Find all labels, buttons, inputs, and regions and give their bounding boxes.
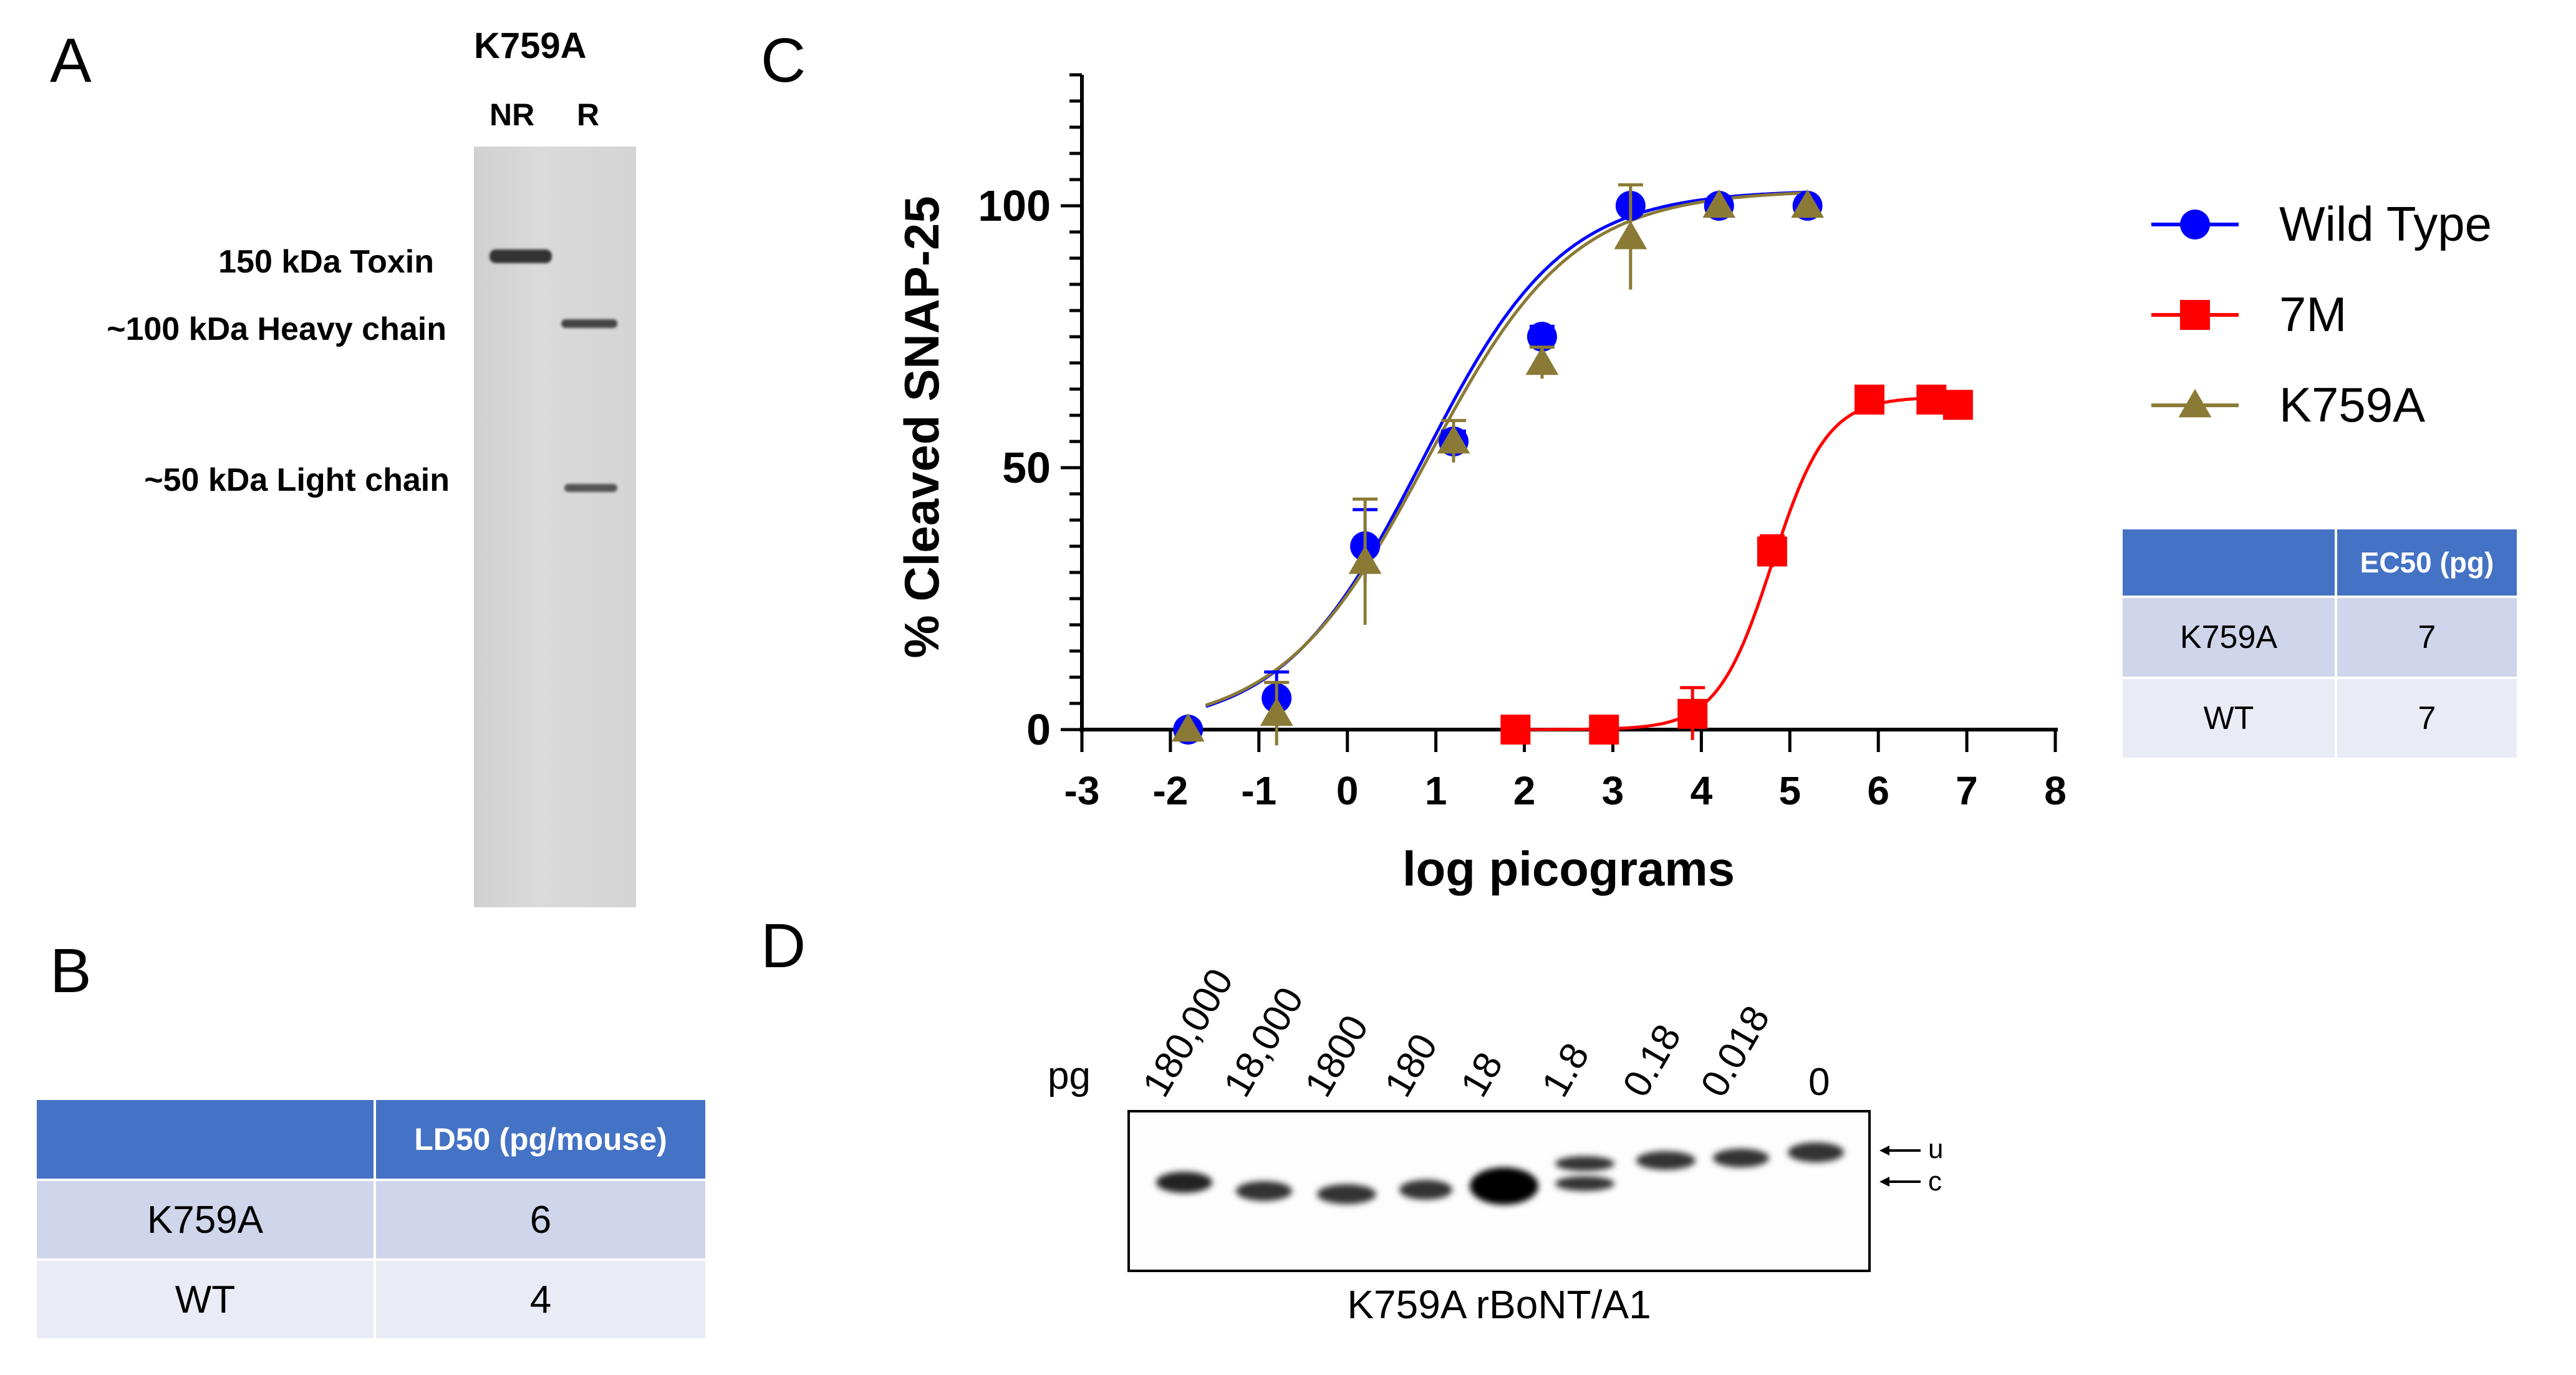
x-tick-label: 4 — [1691, 768, 1713, 813]
x-tick-label: 0 — [1336, 768, 1359, 813]
blot-band — [1555, 1176, 1614, 1191]
ec50-table: EC50 (pg) K759A 7 WT 7 — [2120, 527, 2519, 760]
x-tick-label: -2 — [1152, 768, 1188, 813]
x-tick-label: 5 — [1778, 768, 1801, 813]
arrow-u-head-icon — [1879, 1146, 1889, 1155]
band-label-heavy-chain: ~100 kDa Heavy chain — [107, 311, 446, 347]
arrow-c-head-icon — [1879, 1177, 1889, 1187]
band-label-toxin: 150 kDa Toxin — [218, 244, 434, 280]
gel-lane-nr-label: NR — [490, 97, 535, 132]
blot-image — [1127, 1110, 1871, 1272]
legend-marker-7m — [2180, 300, 2210, 330]
ld50-row-name: K759A — [34, 1179, 376, 1261]
panel-letter-d: D — [761, 911, 806, 981]
blot-band — [1156, 1172, 1212, 1193]
x-tick-label: -3 — [1064, 768, 1100, 813]
blot-band — [1317, 1184, 1376, 1204]
legend-label-k759a: K759A — [2279, 377, 2425, 432]
panel-letter-c: C — [761, 26, 806, 95]
ld50-row-value: 6 — [374, 1179, 708, 1261]
data-point-k759a — [1702, 189, 1736, 218]
gel-band-heavy-chain — [561, 319, 617, 328]
data-point-k759a — [1525, 346, 1559, 375]
legend-label-7m: 7M — [2279, 287, 2347, 342]
blot-dose-label: 0 — [1808, 1061, 1830, 1104]
blot-band — [1470, 1167, 1538, 1205]
x-axis-title: log picograms — [1402, 841, 1735, 896]
blot-dose-label: 0.18 — [1614, 1017, 1690, 1104]
y-tick-label: 50 — [1002, 443, 1051, 492]
blot-band — [1399, 1180, 1452, 1200]
blot-arrows — [1879, 1146, 1921, 1187]
data-point-7m — [1757, 536, 1787, 567]
blot-dose-label: 1800 — [1296, 1008, 1377, 1104]
ld50-header-blank — [34, 1098, 376, 1181]
data-point-k759a — [1260, 697, 1293, 726]
ec50-row-value: 7 — [2335, 596, 2519, 679]
gel-band-toxin — [490, 249, 552, 263]
ec50-row-name: WT — [2120, 677, 2337, 760]
blot-arrow-label-c: c — [1928, 1166, 1942, 1197]
data-point-k759a — [1791, 189, 1825, 218]
ec50-header-value: EC50 (pg) — [2335, 527, 2519, 598]
blot-dose-label: 0.018 — [1692, 998, 1778, 1104]
ld50-row-name: WT — [34, 1258, 376, 1341]
y-axis-title: % Cleaved SNAP-25 — [894, 196, 949, 658]
x-tick-label: 8 — [2044, 768, 2067, 813]
ec50-row-value: 7 — [2335, 677, 2519, 760]
data-point-7m — [1677, 698, 1708, 729]
legend-label-wild-type: Wild Type — [2279, 196, 2492, 251]
data-point-7m — [1916, 384, 1947, 415]
blot-band — [1555, 1156, 1614, 1171]
x-tick-label: 6 — [1867, 768, 1889, 813]
blot-band — [1788, 1142, 1844, 1162]
blot-caption: K759A rBoNT/A1 — [1347, 1282, 1651, 1327]
dose-response-chart: 0 50 100 -3 -2 -1 0 1 2 3 4 5 6 7 8 log picograms % Clea… — [894, 73, 2492, 896]
data-point-wild-type — [1527, 322, 1557, 352]
fit-curve-k759a — [1205, 191, 1808, 707]
x-tick-label: 3 — [1602, 768, 1624, 813]
data-point-7m — [1589, 715, 1619, 745]
ld50-table: LD50 (pg/mouse) K759A 6 WT 4 — [34, 1098, 708, 1341]
blot-dose-label: 1.8 — [1533, 1036, 1598, 1104]
ec50-header-blank — [2120, 527, 2337, 598]
blot-dose-label: 180 — [1376, 1026, 1446, 1104]
gel-image — [474, 147, 636, 907]
y-tick-label: 100 — [978, 181, 1051, 230]
gel-band-light-chain — [564, 484, 617, 492]
ld50-row-value: 4 — [374, 1258, 708, 1341]
data-point-k759a — [1614, 221, 1647, 249]
data-point-7m — [1500, 715, 1531, 745]
fit-curve-wild-type — [1205, 190, 1808, 708]
ld50-header-value: LD50 (pg/mouse) — [374, 1098, 708, 1181]
blot-arrow-label-u: u — [1928, 1134, 1944, 1164]
gel-lane-r-label: R — [577, 97, 600, 132]
legend-marker-k759a — [2178, 388, 2212, 418]
blot-band — [1713, 1149, 1769, 1167]
data-point-k759a — [1437, 425, 1470, 454]
x-tick-label: 1 — [1425, 768, 1447, 813]
panel-letter-a: A — [50, 26, 92, 95]
blot-dose-label: 18 — [1452, 1045, 1512, 1104]
x-tick-label: 7 — [1956, 768, 1978, 813]
blot-unit-label: pg — [1048, 1054, 1091, 1098]
blot-band — [1636, 1151, 1696, 1170]
legend-marker-wild-type — [2180, 210, 2210, 239]
blot-band — [1236, 1181, 1292, 1201]
band-label-light-chain: ~50 kDa Light chain — [144, 462, 450, 498]
data-point-7m — [1942, 390, 1973, 420]
panel-letter-b: B — [50, 936, 92, 1006]
data-point-k759a — [1348, 545, 1382, 574]
x-tick-label: -1 — [1241, 768, 1276, 813]
y-tick-label: 0 — [1026, 705, 1051, 754]
ec50-row-name: K759A — [2120, 596, 2337, 679]
fit-curve-7m — [1515, 395, 1958, 731]
x-tick-label: 2 — [1513, 768, 1536, 813]
gel-mutant-label: K759A — [474, 26, 587, 66]
data-point-k759a — [1171, 713, 1205, 742]
data-point-7m — [1854, 384, 1884, 415]
